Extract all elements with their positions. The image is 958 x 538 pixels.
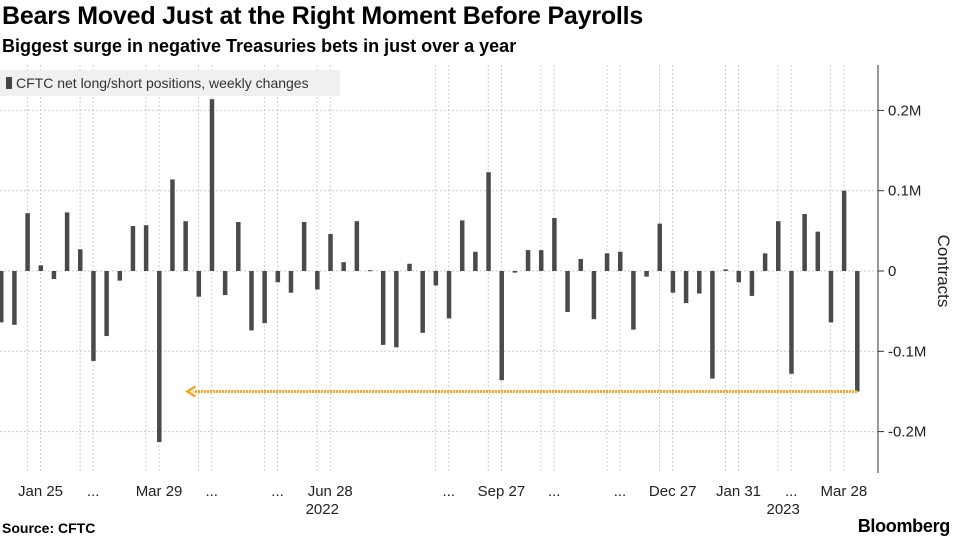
bar <box>578 258 583 271</box>
bar <box>697 271 702 294</box>
bar <box>0 271 4 323</box>
bar <box>130 226 136 271</box>
annotation-arrowhead-icon <box>185 385 197 398</box>
bar <box>38 265 44 271</box>
bar <box>301 222 307 271</box>
bar <box>723 269 728 271</box>
bar <box>288 271 294 293</box>
legend-swatch <box>6 77 12 89</box>
bar <box>157 271 162 443</box>
bar <box>486 172 491 271</box>
bar <box>459 220 465 271</box>
bar <box>776 221 781 271</box>
legend-label: CFTC net long/short positions, weekly ch… <box>16 75 309 91</box>
bar <box>657 223 662 271</box>
x-tick-label: Mar 28 <box>821 483 868 500</box>
x-tick-label: Dec 27 <box>649 483 697 500</box>
bar <box>354 221 360 271</box>
bar <box>380 271 386 345</box>
x-tick-label: ... <box>205 483 218 500</box>
bar <box>604 253 610 271</box>
bar <box>222 271 228 296</box>
bar <box>512 271 518 273</box>
bar <box>762 253 768 271</box>
bloomberg-logo: Bloomberg <box>857 516 951 536</box>
bar <box>473 251 478 271</box>
x-tick-label: ... <box>87 483 100 500</box>
y-axis-label: Contracts <box>934 235 953 308</box>
bar <box>841 190 847 271</box>
bar <box>525 250 531 271</box>
x-tick-label: Mar 29 <box>136 483 183 500</box>
x-tick-label: Jan 31 <box>716 483 761 500</box>
bar <box>262 271 267 324</box>
bar <box>828 271 834 323</box>
bar <box>25 213 30 271</box>
bar <box>670 271 676 293</box>
bar <box>565 271 570 312</box>
bar <box>275 271 281 283</box>
bar <box>802 213 807 271</box>
x-tick-label: Jan 25 <box>18 483 63 500</box>
y-tick-label: -0.1M <box>888 343 926 360</box>
bar <box>815 231 821 271</box>
bar <box>683 271 689 304</box>
bar <box>407 263 412 271</box>
bar <box>617 251 623 271</box>
bar <box>367 270 373 272</box>
bar <box>315 271 320 290</box>
bar <box>591 271 597 320</box>
x-tick-label: ... <box>614 483 627 500</box>
bar <box>170 179 175 271</box>
x-tick-label: ... <box>271 483 284 500</box>
year-label: 2023 <box>767 501 800 518</box>
bar <box>538 250 544 271</box>
y-tick-label: -0.2M <box>888 424 926 441</box>
bar <box>249 271 254 331</box>
source-note: Source: CFTC <box>2 520 96 536</box>
bar <box>117 271 123 281</box>
bar <box>446 271 452 319</box>
x-tick-label: Sep 27 <box>478 483 526 500</box>
bar <box>209 99 215 272</box>
bar <box>644 271 649 277</box>
bar <box>104 271 109 337</box>
bar <box>855 271 860 392</box>
x-tick-label: ... <box>785 483 798 500</box>
bar <box>631 271 636 330</box>
bar <box>552 218 557 271</box>
y-tick-label: 0.1M <box>888 183 921 200</box>
bar <box>328 234 333 271</box>
x-tick-label: Jun 28 <box>308 483 353 500</box>
bar <box>736 271 742 283</box>
chart-subtitle: Biggest surge in negative Treasuries bet… <box>2 36 517 56</box>
bar <box>789 271 794 374</box>
bar <box>433 271 439 286</box>
year-label: 2022 <box>306 501 339 518</box>
bar <box>236 222 241 271</box>
chart-title: Bears Moved Just at the Right Moment Bef… <box>2 2 644 30</box>
bar <box>710 271 715 379</box>
x-tick-label: ... <box>548 483 561 500</box>
bar <box>341 262 346 271</box>
bar <box>196 271 202 297</box>
bar <box>420 271 425 333</box>
bar <box>64 212 70 271</box>
bar <box>749 271 755 296</box>
bar <box>78 249 83 271</box>
y-tick-label: 0 <box>888 263 896 280</box>
bar <box>12 271 17 325</box>
legend: CFTC net long/short positions, weekly ch… <box>0 70 340 96</box>
bar <box>499 271 504 381</box>
bar <box>394 271 399 348</box>
x-tick-label: ... <box>443 483 456 500</box>
y-tick-label: 0.2M <box>888 102 921 119</box>
bar <box>51 271 57 280</box>
bar <box>91 271 96 361</box>
bar <box>183 221 188 271</box>
bar <box>143 225 149 271</box>
